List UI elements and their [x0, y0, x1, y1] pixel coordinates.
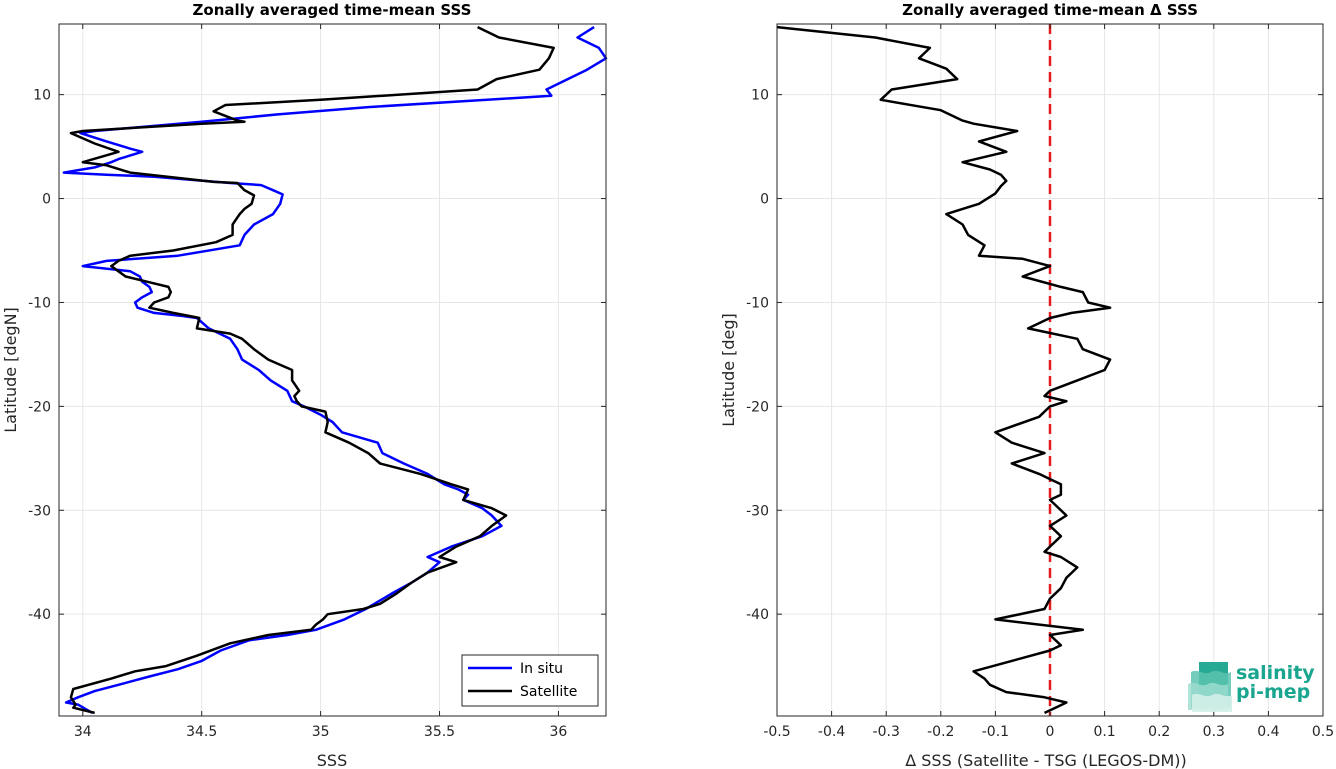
logo-text-line2: pi-mep: [1236, 681, 1310, 703]
x-tick-label: 34: [74, 724, 92, 740]
grid: [59, 24, 606, 716]
legend-label-satellite: Satellite: [520, 684, 577, 700]
series-line-delta-sss: [776, 25, 1112, 715]
y-axis-label: Latitude [degN]: [1, 307, 20, 433]
y-tick-label: -40: [746, 607, 769, 623]
y-tick-label: -30: [28, 503, 51, 519]
x-tick-label: -0.5: [763, 724, 790, 740]
x-axis-label: SSS: [317, 751, 347, 769]
x-tick-label: 0.4: [1257, 724, 1279, 740]
x-tick-label: 0: [1046, 724, 1055, 740]
legend-label-in-situ: In situ: [520, 661, 563, 677]
series-line-satellite: [69, 25, 555, 715]
y-ticks: 10 0 -10 -20 -30 -40: [746, 88, 1323, 623]
x-tick-label: 35: [312, 724, 330, 740]
y-tick-label: -10: [28, 295, 51, 311]
x-tick-label: -0.2: [927, 724, 954, 740]
y-tick-label: -20: [28, 399, 51, 415]
y-tick-label: 0: [42, 192, 51, 208]
x-axis-label: Δ SSS (Satellite - TSG (LEGOS-DM)): [905, 751, 1187, 769]
wave-icon: [1188, 662, 1232, 712]
logo-text-line1: salinity: [1236, 662, 1315, 684]
y-ticks: 10 0 -10 -20 -30 -40: [28, 88, 606, 623]
plot-frame: [58, 23, 607, 717]
x-ticks: -0.5 -0.4 -0.3 -0.2 -0.1 0 0.1 0.2 0.3 0.4 0.5: [763, 24, 1334, 740]
chart-title: Zonally averaged time-mean SSS: [193, 1, 472, 19]
delta-sss-chart: Zonally averaged time-mean Δ SSS -0.5 -0.…: [719, 1, 1334, 769]
x-tick-label: 34.5: [186, 724, 217, 740]
series-group: [776, 25, 1112, 715]
x-tick-label: 36: [550, 724, 568, 740]
x-tick-label: 35.5: [424, 724, 455, 740]
series-line-in-situ: [62, 26, 608, 714]
sss-chart: Zonally averaged time-mean SSS 34 34.5 35 3…: [1, 1, 608, 769]
y-tick-label: -40: [28, 607, 51, 623]
y-tick-label: 10: [33, 88, 51, 104]
y-tick-label: 0: [760, 192, 769, 208]
chart-title: Zonally averaged time-mean Δ SSS: [902, 1, 1198, 19]
x-tick-label: -0.1: [982, 724, 1009, 740]
x-tick-label: 0.2: [1148, 724, 1170, 740]
y-tick-label: -10: [746, 295, 769, 311]
x-tick-label: -0.3: [873, 724, 900, 740]
x-tick-label: -0.4: [818, 724, 845, 740]
series-group: [62, 25, 608, 715]
x-tick-label: 0.1: [1093, 724, 1115, 740]
y-tick-label: -30: [746, 503, 769, 519]
x-tick-label: 0.5: [1312, 724, 1334, 740]
y-tick-label: 10: [751, 88, 769, 104]
salinity-pi-mep-logo: salinity pi-mep: [1188, 662, 1315, 712]
legend: In situ Satellite: [461, 654, 599, 707]
y-tick-label: -20: [746, 399, 769, 415]
x-tick-label: 0.3: [1203, 724, 1225, 740]
x-ticks: 34 34.5 35 35.5 36: [74, 24, 568, 740]
legend-box: [461, 654, 599, 707]
y-axis-label: Latitude [deg]: [719, 313, 738, 427]
